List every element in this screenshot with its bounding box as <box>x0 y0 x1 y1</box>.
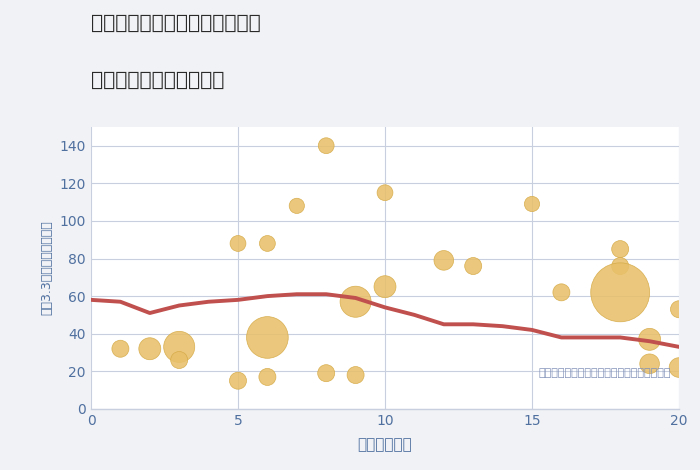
Point <box>673 306 685 313</box>
Point <box>644 336 655 343</box>
Point <box>644 360 655 368</box>
Point <box>615 245 626 253</box>
Point <box>232 377 244 384</box>
Y-axis label: 坪（3.3㎡）単価（万円）: 坪（3.3㎡）単価（万円） <box>41 220 53 315</box>
Point <box>673 364 685 371</box>
Point <box>262 334 273 341</box>
Point <box>321 369 332 377</box>
Text: 福岡県北九州市小倉北区末広の: 福岡県北九州市小倉北区末広の <box>91 14 260 33</box>
Point <box>350 298 361 306</box>
Point <box>232 240 244 247</box>
Point <box>526 200 538 208</box>
Point <box>262 240 273 247</box>
Point <box>438 257 449 264</box>
Point <box>556 289 567 296</box>
Point <box>321 142 332 149</box>
Point <box>262 373 273 381</box>
Point <box>615 262 626 270</box>
Text: 円の大きさは、取引のあった物件面積を示す: 円の大きさは、取引のあった物件面積を示す <box>538 368 671 378</box>
Point <box>115 345 126 352</box>
Point <box>174 343 185 351</box>
X-axis label: 駅距離（分）: 駅距離（分） <box>358 437 412 452</box>
Point <box>291 202 302 210</box>
Point <box>144 345 155 352</box>
Point <box>379 189 391 196</box>
Point <box>174 356 185 364</box>
Point <box>379 283 391 290</box>
Point <box>350 371 361 379</box>
Text: 駅距離別中古戸建て価格: 駅距離別中古戸建て価格 <box>91 70 225 89</box>
Point <box>615 289 626 296</box>
Point <box>468 262 479 270</box>
